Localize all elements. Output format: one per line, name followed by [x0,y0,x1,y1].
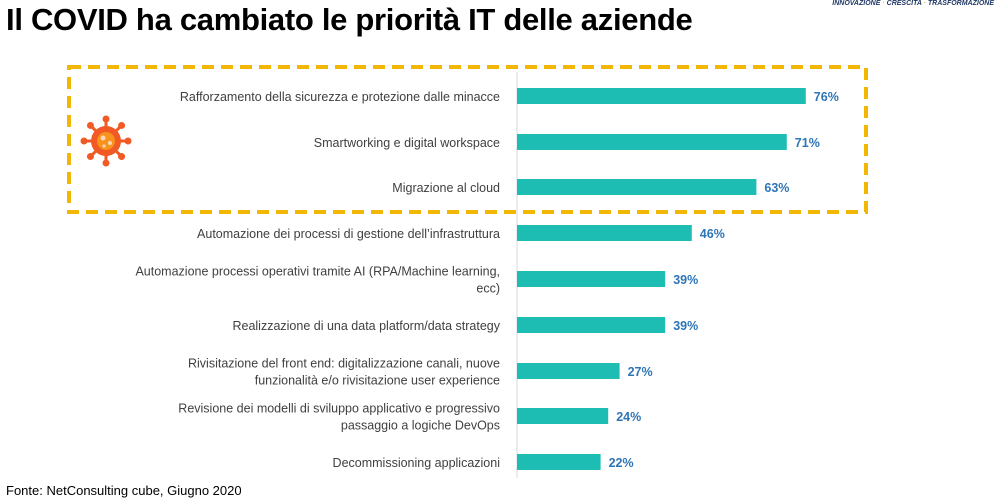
virus-icon [80,115,132,167]
value-label: 22% [609,456,634,470]
bar [517,225,692,241]
page-title: Il COVID ha cambiato le priorità IT dell… [6,2,693,37]
category-label: Rivisitazione del front end: digitalizza… [188,357,500,371]
category-label: passaggio a logiche DevOps [341,419,500,433]
value-label: 71% [795,136,820,150]
bar [517,454,601,470]
bar [517,317,666,333]
category-label: Realizzazione di una data platform/data … [232,319,500,333]
category-label: Automazione dei processi di gestione del… [197,227,500,241]
category-label: Decommissioning applicazioni [333,456,500,470]
value-label: 27% [628,365,653,379]
value-label: 76% [814,90,839,104]
value-label: 39% [673,319,698,333]
category-label: funzionalità e/o rivisitazione user expe… [255,374,500,388]
category-label: ecc) [476,282,500,296]
value-label: 24% [616,410,641,424]
value-label: 39% [673,273,698,287]
category-label: Automazione processi operativi tramite A… [135,265,500,279]
bar [517,134,787,150]
tagline-word: INNOVAZIONE [832,0,881,7]
category-label: Migrazione al cloud [392,181,500,195]
highlight-box [67,65,868,214]
category-label: Revisione dei modelli di sviluppo applic… [178,402,500,416]
bar [517,363,620,379]
tagline-word: CRESCITA [886,0,922,7]
value-label: 63% [764,181,789,195]
bar [517,408,609,424]
bar [517,271,666,287]
category-label: Rafforzamento della sicurezza e protezio… [180,90,500,104]
bar [517,88,806,104]
category-label: Smartworking e digital workspace [314,136,500,150]
source-note: Fonte: NetConsulting cube, Giugno 2020 [6,483,242,498]
bar [517,179,757,195]
value-label: 46% [700,227,725,241]
brand-tagline: INNOVAZIONE · CRESCITA · TRASFORMAZIONE [832,0,994,7]
tagline-word: TRASFORMAZIONE [927,0,994,7]
